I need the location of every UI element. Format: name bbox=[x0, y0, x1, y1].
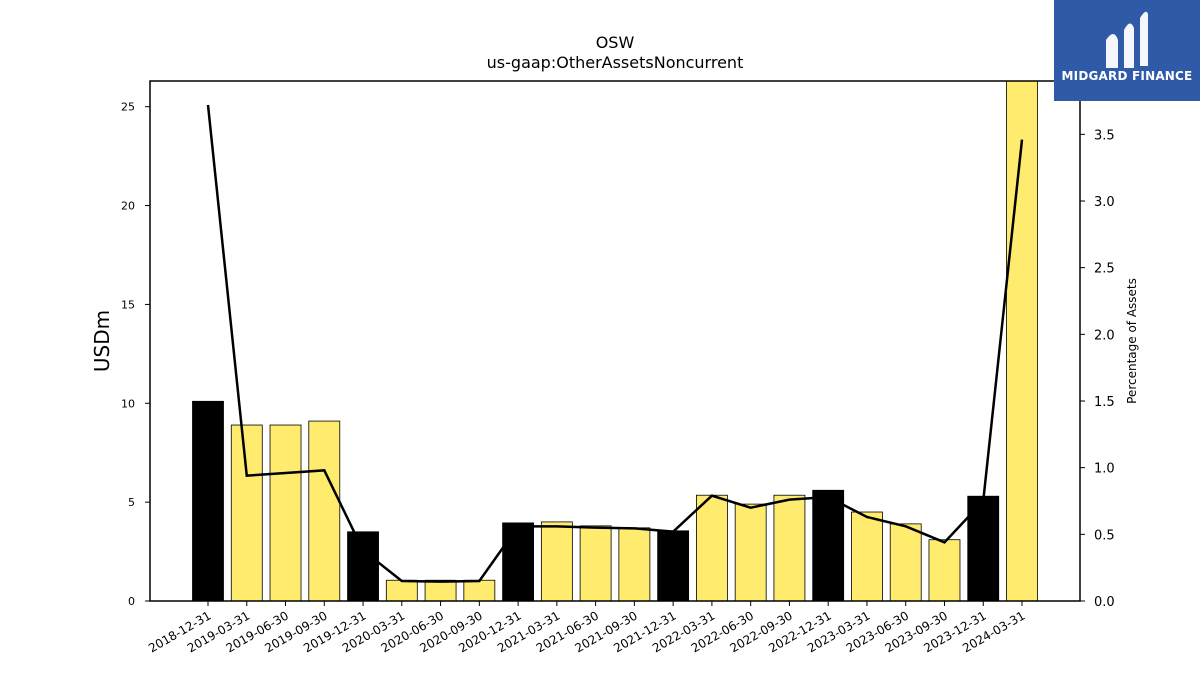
y-tick-label: 25 bbox=[121, 101, 135, 114]
y-axis-label: USDm bbox=[90, 310, 114, 372]
y-tick-label: 15 bbox=[121, 298, 135, 311]
bar bbox=[463, 579, 496, 602]
y-axis-right-label: Percentage of Assets bbox=[1125, 278, 1139, 404]
y-tick-label: 0 bbox=[128, 595, 135, 608]
bar bbox=[540, 521, 573, 602]
bar bbox=[308, 420, 341, 602]
bar bbox=[618, 527, 651, 602]
bar bbox=[347, 531, 379, 602]
percentage-line bbox=[206, 104, 1024, 583]
brand-name: MIDGARD FINANCE bbox=[1061, 69, 1193, 83]
bar bbox=[385, 579, 418, 602]
bar bbox=[696, 494, 728, 602]
bar bbox=[502, 522, 534, 602]
y-right-tick-label: 1.5 bbox=[1094, 395, 1115, 410]
y-tick-label: 10 bbox=[121, 397, 135, 410]
bar bbox=[579, 525, 612, 602]
chart-title: OSW bbox=[596, 33, 635, 52]
bar bbox=[928, 539, 961, 602]
y-right-tick-label: 3.5 bbox=[1094, 128, 1115, 143]
y-right-tick-label: 0.5 bbox=[1094, 528, 1115, 543]
y-right-tick-label: 2.0 bbox=[1094, 328, 1115, 343]
y-right-tick-label: 2.5 bbox=[1094, 262, 1115, 277]
bar bbox=[734, 503, 767, 602]
bar bbox=[269, 424, 302, 602]
midgard-logo-icon bbox=[1106, 11, 1148, 68]
bar bbox=[230, 424, 263, 602]
y-right-tick-label: 1.0 bbox=[1094, 462, 1115, 477]
bar bbox=[851, 511, 883, 602]
chart-subtitle: us-gaap:OtherAssetsNoncurrent bbox=[487, 53, 744, 72]
y-tick-label: 20 bbox=[121, 200, 135, 213]
bar bbox=[424, 579, 457, 602]
bar bbox=[812, 489, 845, 602]
y-tick-label: 5 bbox=[128, 496, 135, 509]
plot-frame bbox=[149, 80, 1081, 602]
bar bbox=[192, 400, 224, 602]
bar bbox=[657, 530, 690, 602]
y-right-tick-label: 3.0 bbox=[1094, 195, 1115, 210]
bar bbox=[889, 523, 922, 602]
y-right-tick-label: 0.0 bbox=[1094, 595, 1115, 610]
brand-logo: MIDGARD FINANCE bbox=[1054, 0, 1200, 101]
bar bbox=[773, 494, 806, 602]
bar bbox=[1006, 80, 1038, 602]
